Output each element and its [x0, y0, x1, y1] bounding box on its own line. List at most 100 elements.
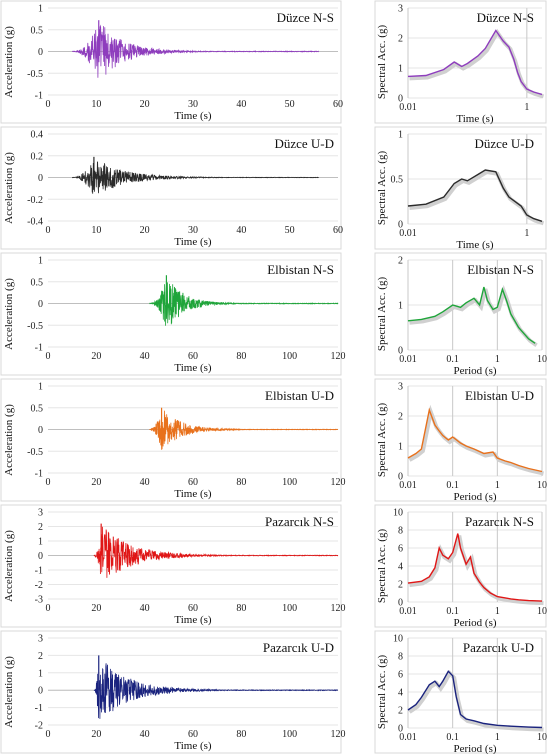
- panel-title: Pazarcık N-S: [465, 514, 534, 529]
- y-tick-label: -1: [35, 469, 43, 480]
- y-tick-label: 2: [398, 34, 403, 45]
- y-tick-label: -0.5: [27, 447, 43, 458]
- spectrum-shadow: [408, 669, 544, 732]
- y-tick-label: 6: [398, 544, 403, 555]
- panel-title: Düzce U-D: [474, 136, 534, 151]
- panel-spectrum-1: 3 2 1 00.01 1 Time (s) Spectral Acc. (g) Düzce …: [374, 0, 547, 125]
- y-tick-label: 8: [398, 652, 403, 663]
- y-tick-label: 1: [38, 382, 43, 393]
- x-tick-label: 80: [236, 477, 246, 488]
- x-tick-label: 0: [46, 99, 51, 110]
- spectrum-curve: [407, 670, 543, 729]
- panel-title: Düzce U-D: [274, 136, 334, 151]
- x-tick-label: 120: [331, 351, 346, 362]
- x-tick-label: 120: [331, 729, 346, 740]
- y-tick-label: 0.2: [31, 151, 44, 162]
- y-axis-label: Spectral Acc. (g): [376, 25, 388, 100]
- y-axis-label: Acceleration (g): [3, 404, 15, 476]
- panel-frame: [0, 504, 342, 628]
- x-tick-label: 10: [91, 99, 101, 110]
- x-tick-label: 10: [91, 225, 101, 236]
- panel-frame: [374, 504, 547, 628]
- x-tick-label: 20: [91, 351, 101, 362]
- x-axis-label: Period (s): [453, 365, 496, 377]
- y-axis-label: Acceleration (g): [3, 26, 15, 98]
- x-tick-label: 20: [91, 603, 101, 614]
- y-tick-label: 0: [398, 346, 403, 357]
- y-tick-label: 4: [398, 688, 403, 699]
- y-tick-label: -0.5: [27, 69, 43, 80]
- x-tick-label: 60: [188, 729, 198, 740]
- panel-spectrum-6: 10 8 6 4 2 00.01 0.1 1 10 Period (s) Spectral Acc.…: [374, 630, 547, 754]
- x-tick-label: 20: [91, 477, 101, 488]
- y-tick-label: 1: [38, 668, 43, 679]
- spectrum-curve: [407, 169, 543, 222]
- y-tick-label: 1: [38, 4, 43, 15]
- spectrum-curve: [407, 533, 543, 602]
- panel-frame: [0, 0, 342, 124]
- x-tick-label: 30: [188, 225, 198, 236]
- x-tick-label: 0.01: [399, 606, 417, 617]
- x-axis-label: Time (s): [456, 239, 494, 251]
- panel-title: Elbistan U-D: [265, 388, 334, 403]
- y-tick-label: 0: [38, 425, 43, 436]
- y-axis-label: Acceleration (g): [3, 656, 15, 728]
- panel-spectrum-5: 10 8 6 4 2 00.01 0.1 1 10 Period (s) Spectral Acc.…: [374, 504, 547, 629]
- x-tick-label: 40: [140, 351, 150, 362]
- acceleration-trace: [93, 663, 339, 719]
- panel-frame: [374, 630, 547, 754]
- y-tick-label: 0: [38, 47, 43, 58]
- y-tick-label: -2: [35, 580, 43, 591]
- panel-title: Elbistan N-S: [467, 262, 534, 277]
- x-axis-label: Period (s): [453, 743, 496, 754]
- y-axis-label: Acceleration (g): [3, 530, 15, 602]
- y-tick-label: 0: [398, 598, 403, 609]
- spectrum-shadow: [409, 169, 545, 226]
- x-tick-label: 0.1: [446, 732, 459, 743]
- spectrum-curve: [407, 286, 536, 344]
- x-axis-label: Time (s): [174, 362, 212, 374]
- y-tick-label: 0: [38, 173, 43, 184]
- panel-title: Pazarcık N-S: [265, 514, 334, 529]
- x-tick-label: 10: [537, 480, 547, 491]
- x-tick-label: 1: [495, 732, 500, 743]
- x-tick-label: 20: [140, 225, 150, 236]
- y-tick-label: 0: [38, 686, 43, 697]
- y-tick-label: 0: [38, 299, 43, 310]
- panel-frame: [374, 252, 547, 376]
- x-tick-label: 40: [140, 603, 150, 614]
- panel-frame: [374, 126, 547, 250]
- x-axis-label: Time (s): [174, 740, 212, 752]
- y-tick-label: 0: [398, 94, 403, 105]
- y-tick-label: -1: [35, 703, 43, 714]
- x-tick-label: 0: [46, 351, 51, 362]
- y-axis-label: Spectral Acc. (g): [376, 403, 388, 478]
- y-tick-label: 3: [398, 382, 403, 393]
- x-tick-label: 100: [282, 603, 297, 614]
- x-tick-label: 60: [333, 99, 343, 110]
- x-tick-label: 0: [46, 729, 51, 740]
- acceleration-trace: [71, 161, 319, 194]
- y-tick-label: 6: [398, 670, 403, 681]
- y-tick-label: -0.4: [27, 217, 43, 228]
- y-tick-label: 1: [398, 301, 403, 312]
- x-tick-label: 1: [524, 102, 529, 113]
- x-tick-label: 0: [46, 225, 51, 236]
- x-tick-label: 100: [282, 351, 297, 362]
- y-tick-label: 3: [38, 634, 43, 645]
- x-tick-label: 100: [282, 477, 297, 488]
- x-tick-label: 80: [236, 351, 246, 362]
- x-tick-label: 0.01: [399, 102, 417, 113]
- y-tick-label: 1: [398, 130, 403, 141]
- x-tick-label: 0: [46, 477, 51, 488]
- y-tick-label: 0: [38, 551, 43, 562]
- x-axis-label: Time (s): [174, 614, 212, 626]
- x-tick-label: 0.01: [399, 228, 417, 239]
- panel-title: Pazarcık U-D: [463, 640, 534, 655]
- y-tick-label: 0: [398, 220, 403, 231]
- panel-frame: [0, 126, 342, 250]
- panel-frame: [0, 378, 342, 502]
